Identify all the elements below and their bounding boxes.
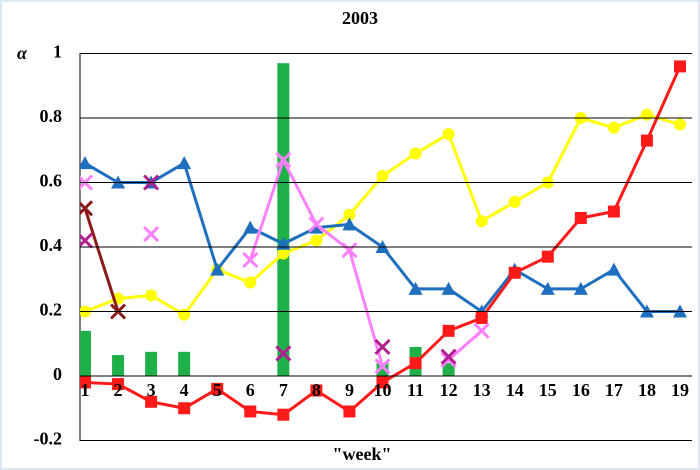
- marker: [376, 376, 389, 389]
- bar: [376, 363, 389, 376]
- marker: [80, 156, 92, 170]
- marker: [341, 242, 358, 259]
- y-tick-label: 0.6: [40, 171, 63, 191]
- marker: [441, 281, 456, 295]
- bar: [112, 355, 125, 376]
- marker: [442, 324, 455, 337]
- marker: [309, 220, 324, 234]
- marker: [473, 322, 490, 339]
- marker: [343, 405, 356, 418]
- marker: [277, 247, 290, 260]
- x-axis-label: "week": [333, 444, 392, 464]
- marker: [574, 211, 587, 224]
- marker: [80, 232, 94, 249]
- marker: [376, 170, 389, 183]
- marker: [145, 395, 158, 408]
- marker: [310, 384, 323, 397]
- marker: [310, 234, 323, 247]
- marker: [640, 108, 653, 121]
- marker: [277, 408, 290, 421]
- marker: [475, 215, 488, 228]
- x-tick-label: 8: [312, 380, 321, 400]
- marker: [177, 156, 192, 170]
- bar: [145, 351, 158, 376]
- marker: [211, 382, 224, 395]
- marker: [275, 345, 292, 362]
- y-tick-label: 0: [53, 364, 62, 384]
- marker: [342, 217, 357, 231]
- y-tick-label: 0.8: [40, 106, 63, 126]
- x-tick-label: 14: [506, 380, 524, 400]
- marker: [475, 311, 488, 324]
- x-tick-label: 10: [374, 380, 392, 400]
- y-tick-label: -0.2: [34, 429, 63, 449]
- marker: [409, 147, 422, 160]
- marker: [178, 308, 191, 321]
- y-tick-label: 0.2: [40, 300, 63, 320]
- x-tick-label: 12: [440, 380, 458, 400]
- marker: [143, 226, 160, 243]
- y-tick-label: 0.4: [40, 235, 63, 255]
- marker: [112, 378, 125, 391]
- x-tick-label: 2: [114, 380, 123, 400]
- x-tick-label: 7: [279, 380, 288, 400]
- bar: [442, 363, 455, 376]
- marker: [674, 60, 686, 73]
- marker: [540, 281, 555, 295]
- line: [83, 207, 120, 312]
- marker: [343, 208, 356, 221]
- x-tick-label: 11: [407, 380, 424, 400]
- x-tick-label: 1: [81, 380, 90, 400]
- marker: [244, 276, 257, 289]
- marker: [573, 281, 588, 295]
- marker: [80, 200, 94, 217]
- marker: [440, 348, 457, 365]
- bar: [80, 330, 91, 376]
- marker: [541, 250, 554, 263]
- marker: [145, 289, 158, 302]
- marker: [442, 128, 455, 141]
- marker: [508, 266, 521, 279]
- x-tick-label: 16: [572, 380, 590, 400]
- marker: [275, 151, 292, 168]
- marker: [243, 220, 258, 234]
- marker: [210, 262, 225, 276]
- y-tick-label: 1: [53, 42, 62, 62]
- x-tick-label: 15: [539, 380, 557, 400]
- x-tick-label: 5: [213, 380, 222, 400]
- marker: [244, 405, 257, 418]
- chart-title: 2003: [342, 8, 378, 28]
- x-tick-label: 6: [246, 380, 255, 400]
- x-tick-label: 9: [345, 380, 354, 400]
- bar: [178, 351, 191, 376]
- x-tick-label: 19: [671, 380, 689, 400]
- marker: [440, 351, 457, 368]
- x-tick-label: 13: [473, 380, 491, 400]
- marker: [409, 357, 422, 370]
- x-tick-label: 18: [638, 380, 656, 400]
- y-axis-label: α: [17, 43, 28, 63]
- marker: [674, 118, 686, 131]
- marker: [308, 216, 325, 233]
- x-tick-label: 17: [605, 380, 623, 400]
- marker: [242, 251, 259, 268]
- marker: [374, 358, 391, 375]
- marker: [640, 134, 653, 147]
- marker: [606, 262, 621, 276]
- x-tick-label: 4: [180, 380, 189, 400]
- marker: [374, 338, 391, 356]
- x-tick-label: 3: [147, 380, 156, 400]
- bar: [277, 63, 290, 377]
- marker: [408, 281, 423, 295]
- marker: [508, 195, 521, 208]
- marker: [607, 205, 620, 218]
- marker: [80, 376, 91, 389]
- marker: [178, 402, 191, 415]
- marker: [607, 121, 620, 134]
